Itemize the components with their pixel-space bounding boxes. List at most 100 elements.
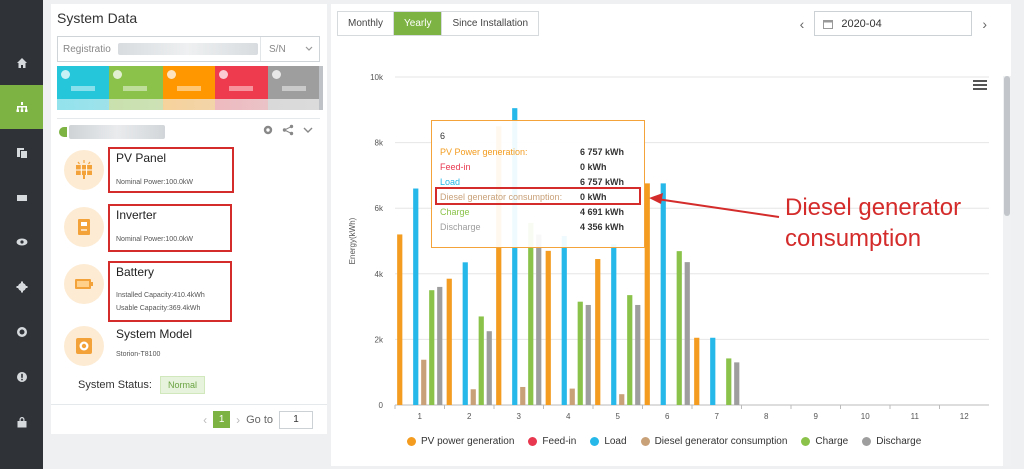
y-tick-label: 6k	[375, 204, 384, 213]
goto-page-input[interactable]: 1	[279, 410, 313, 429]
period-tabs: Monthly Yearly Since Installation	[337, 11, 540, 36]
highlight-box	[435, 187, 641, 205]
y-axis-label: Energy(kWh)	[348, 217, 357, 264]
x-tick-label: 9	[814, 412, 819, 421]
device-pv-panel[interactable]: PV Panel Nominal Power:100.0kW	[64, 148, 322, 198]
annotation-text: Diesel generator consumption	[785, 194, 962, 252]
bar	[726, 358, 732, 405]
settings-icon	[16, 281, 27, 293]
search-input[interactable]: Registratio	[58, 37, 261, 61]
search-type-select[interactable]: S/N	[261, 44, 319, 55]
bar	[627, 295, 633, 405]
legend-item-charge[interactable]: Charge	[801, 436, 848, 447]
x-tick-label: 12	[960, 412, 969, 421]
blurred-station-name	[69, 125, 165, 139]
bar	[478, 316, 484, 405]
legend-item-diesel[interactable]: Diesel generator consumption	[640, 436, 787, 447]
device-detail: Usable Capacity:369.4kWh	[116, 305, 201, 312]
bar	[486, 331, 492, 405]
nav-monitor[interactable]	[0, 220, 43, 264]
date-prev-button[interactable]: ‹	[799, 15, 805, 32]
nav-lock[interactable]	[0, 400, 43, 444]
prev-page-button[interactable]: ‹	[203, 412, 208, 427]
bar	[512, 108, 518, 405]
legend-item-pv[interactable]: PV power generation	[407, 436, 514, 447]
legend-item-feed-in[interactable]: Feed-in	[528, 436, 576, 447]
x-tick-label: 11	[911, 412, 920, 421]
bar	[611, 244, 617, 405]
nav-plant[interactable]	[0, 85, 43, 129]
tab-yearly[interactable]: Yearly	[393, 12, 442, 35]
date-value: 2020-04	[841, 17, 882, 30]
station-status-dot	[59, 127, 67, 137]
goto-label: Go to	[246, 413, 273, 426]
highlight-box	[108, 204, 232, 252]
y-tick-label: 8k	[375, 139, 384, 148]
legend-item-load[interactable]: Load	[590, 436, 627, 447]
bar	[660, 183, 666, 405]
device-name: PV Panel	[116, 151, 167, 165]
device-detail: Installed Capacity:410.4kWh	[116, 292, 205, 299]
share-icon[interactable]	[282, 124, 294, 136]
nav-report[interactable]	[0, 131, 43, 175]
chart-legend: PV power generation Feed-in Load Diesel …	[407, 436, 921, 447]
status-scrollbar[interactable]	[319, 66, 323, 110]
chevron-down-icon[interactable]	[302, 124, 314, 136]
chevron-down-icon	[305, 46, 313, 51]
search-placeholder: Registratio	[63, 43, 111, 55]
nav-service[interactable]	[0, 310, 43, 354]
x-tick-label: 2	[467, 412, 472, 421]
search-type-value: S/N	[269, 43, 286, 55]
x-tick-label: 4	[566, 412, 571, 421]
device-icon	[16, 195, 27, 201]
report-icon	[16, 148, 27, 158]
legend-item-discharge[interactable]: Discharge	[862, 436, 921, 447]
nav-device[interactable]	[0, 176, 43, 220]
nav-settings[interactable]	[0, 265, 43, 309]
bar	[635, 304, 641, 405]
annotation-arrow	[649, 193, 780, 218]
y-tick-label: 10k	[370, 73, 384, 82]
page-number-current[interactable]: 1	[213, 411, 231, 428]
station-row[interactable]	[57, 118, 320, 144]
panel-title: System Data	[57, 10, 138, 26]
tooltip-title: 6	[440, 131, 446, 141]
device-name: Battery	[116, 265, 155, 279]
tab-monthly[interactable]: Monthly	[348, 18, 384, 29]
device-inverter[interactable]: Inverter Nominal Power:100.0kW	[64, 205, 322, 255]
bar	[437, 286, 443, 405]
next-page-button[interactable]: ›	[236, 412, 241, 427]
service-icon	[16, 327, 27, 337]
nav-info[interactable]	[0, 355, 43, 399]
bar	[619, 394, 625, 405]
bar	[577, 301, 583, 405]
device-system-model[interactable]: System Model Storion-T8100	[64, 324, 322, 374]
calendar-icon	[823, 19, 834, 29]
device-name: Inverter	[116, 208, 157, 222]
bar	[413, 188, 419, 405]
page-scrollbar[interactable]	[1003, 76, 1011, 466]
bar	[446, 278, 452, 405]
bar	[397, 234, 403, 405]
main-nav	[0, 0, 43, 469]
chart-menu-icon[interactable]	[973, 80, 987, 91]
bar	[470, 389, 476, 405]
device-detail: Nominal Power:100.0kW	[116, 236, 194, 243]
device-detail: Nominal Power:100.0kW	[116, 179, 194, 186]
system-model-icon	[64, 326, 104, 366]
y-tick-label: 2k	[375, 335, 384, 344]
nav-home[interactable]	[0, 41, 43, 85]
tooltip-row: Load 6 757 kWh	[440, 176, 625, 187]
settings-icon[interactable]	[262, 124, 274, 136]
status-bar-shadow	[57, 99, 320, 110]
tooltip-row: Diesel generator consumption: 0 kWh	[440, 191, 607, 202]
device-name: System Model	[116, 327, 193, 341]
x-tick-label: 1	[418, 412, 423, 421]
date-next-button[interactable]: ›	[982, 15, 987, 32]
device-battery[interactable]: Battery Installed Capacity:410.4kWh Usab…	[64, 262, 322, 312]
tab-since-installation[interactable]: Since Installation	[441, 12, 538, 35]
date-picker[interactable]: 2020-04	[814, 11, 973, 36]
system-status-label: System Status:	[78, 379, 152, 391]
search-box: Registratio S/N	[57, 36, 320, 62]
